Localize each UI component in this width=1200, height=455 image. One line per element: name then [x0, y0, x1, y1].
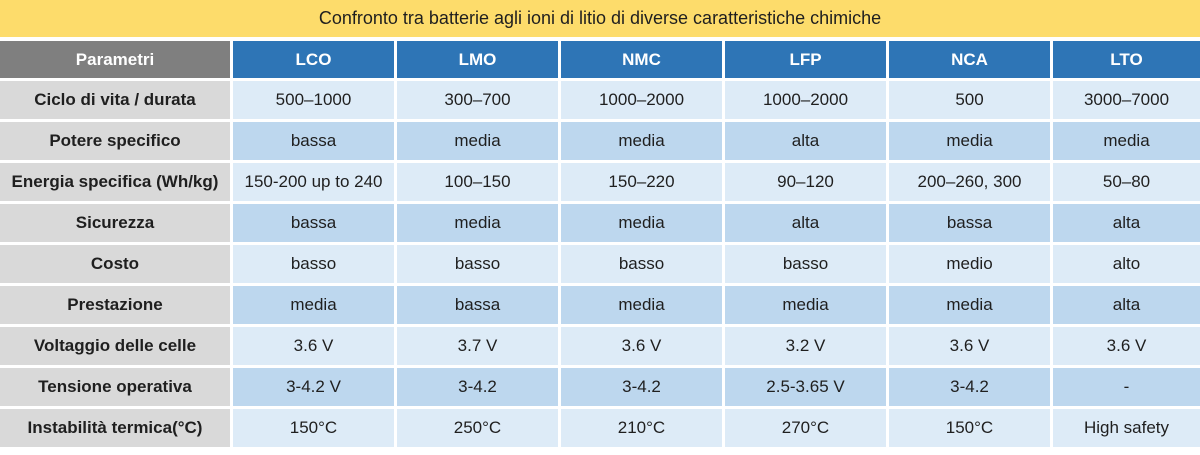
table-cell: 3-4.2: [889, 368, 1053, 409]
table-cell: 500: [889, 81, 1053, 122]
table-cell: media: [397, 204, 561, 245]
table-cell: 500–1000: [233, 81, 397, 122]
header-nca: NCA: [889, 41, 1053, 81]
table-cell: bassa: [397, 286, 561, 327]
header-row: Parametri LCO LMO NMC LFP NCA LTO: [0, 41, 1200, 81]
table-cell: alta: [1053, 204, 1200, 245]
row-label: Instabilità termica(°C): [0, 409, 233, 447]
table-cell: 3-4.2: [561, 368, 725, 409]
table-row: Voltaggio delle celle 3.6 V 3.7 V 3.6 V …: [0, 327, 1200, 368]
table-cell: basso: [397, 245, 561, 286]
table-cell: media: [725, 286, 889, 327]
row-label: Costo: [0, 245, 233, 286]
table-cell: media: [397, 122, 561, 163]
table-cell: basso: [233, 245, 397, 286]
table-cell: 3.6 V: [889, 327, 1053, 368]
table-cell: alta: [1053, 286, 1200, 327]
table-cell: 150–220: [561, 163, 725, 204]
table-cell: media: [1053, 122, 1200, 163]
table-cell: 2.5-3.65 V: [725, 368, 889, 409]
table-cell: 50–80: [1053, 163, 1200, 204]
table-cell: 270°C: [725, 409, 889, 447]
table-cell: media: [889, 122, 1053, 163]
row-label: Voltaggio delle celle: [0, 327, 233, 368]
table-cell: alta: [725, 204, 889, 245]
row-label: Sicurezza: [0, 204, 233, 245]
table-row: Potere specifico bassa media media alta …: [0, 122, 1200, 163]
table-cell: 3.7 V: [397, 327, 561, 368]
table-cell: medio: [889, 245, 1053, 286]
table-cell: media: [561, 204, 725, 245]
table-cell: bassa: [233, 204, 397, 245]
table-cell: 1000–2000: [725, 81, 889, 122]
table-cell: 3.6 V: [561, 327, 725, 368]
table-row: Tensione operativa 3-4.2 V 3-4.2 3-4.2 2…: [0, 368, 1200, 409]
table-title: Confronto tra batterie agli ioni di liti…: [0, 0, 1200, 37]
table-cell: 1000–2000: [561, 81, 725, 122]
table-cell: bassa: [889, 204, 1053, 245]
header-parametri: Parametri: [0, 41, 233, 81]
table-cell: 3.6 V: [233, 327, 397, 368]
row-label: Prestazione: [0, 286, 233, 327]
table-cell: 90–120: [725, 163, 889, 204]
table-cell: 300–700: [397, 81, 561, 122]
header-nmc: NMC: [561, 41, 725, 81]
table-cell: 250°C: [397, 409, 561, 447]
table-cell: 150°C: [889, 409, 1053, 447]
table-cell: 150°C: [233, 409, 397, 447]
table-cell: 150-200 up to 240: [233, 163, 397, 204]
comparison-table: Parametri LCO LMO NMC LFP NCA LTO Ciclo …: [0, 41, 1200, 447]
table-row: Costo basso basso basso basso medio alto: [0, 245, 1200, 286]
table-cell: -: [1053, 368, 1200, 409]
table-cell: bassa: [233, 122, 397, 163]
table-row: Instabilità termica(°C) 150°C 250°C 210°…: [0, 409, 1200, 447]
row-label: Energia specifica (Wh/kg): [0, 163, 233, 204]
table-cell: 3.6 V: [1053, 327, 1200, 368]
header-lto: LTO: [1053, 41, 1200, 81]
table-cell: basso: [725, 245, 889, 286]
table-row: Sicurezza bassa media media alta bassa a…: [0, 204, 1200, 245]
table-cell: 200–260, 300: [889, 163, 1053, 204]
table-cell: 210°C: [561, 409, 725, 447]
table-cell: alto: [1053, 245, 1200, 286]
header-lmo: LMO: [397, 41, 561, 81]
table-cell: media: [233, 286, 397, 327]
table-cell: media: [561, 122, 725, 163]
row-label: Tensione operativa: [0, 368, 233, 409]
table-cell: basso: [561, 245, 725, 286]
table-row: Energia specifica (Wh/kg) 150-200 up to …: [0, 163, 1200, 204]
table-cell: 3-4.2 V: [233, 368, 397, 409]
table-cell: 3.2 V: [725, 327, 889, 368]
header-lco: LCO: [233, 41, 397, 81]
row-label: Potere specifico: [0, 122, 233, 163]
table-cell: alta: [725, 122, 889, 163]
table-cell: media: [561, 286, 725, 327]
table-row: Ciclo di vita / durata 500–1000 300–700 …: [0, 81, 1200, 122]
table-cell: 3-4.2: [397, 368, 561, 409]
header-lfp: LFP: [725, 41, 889, 81]
row-label: Ciclo di vita / durata: [0, 81, 233, 122]
table-cell: 100–150: [397, 163, 561, 204]
table-cell: 3000–7000: [1053, 81, 1200, 122]
table-row: Prestazione media bassa media media medi…: [0, 286, 1200, 327]
table-cell: High safety: [1053, 409, 1200, 447]
table-cell: media: [889, 286, 1053, 327]
